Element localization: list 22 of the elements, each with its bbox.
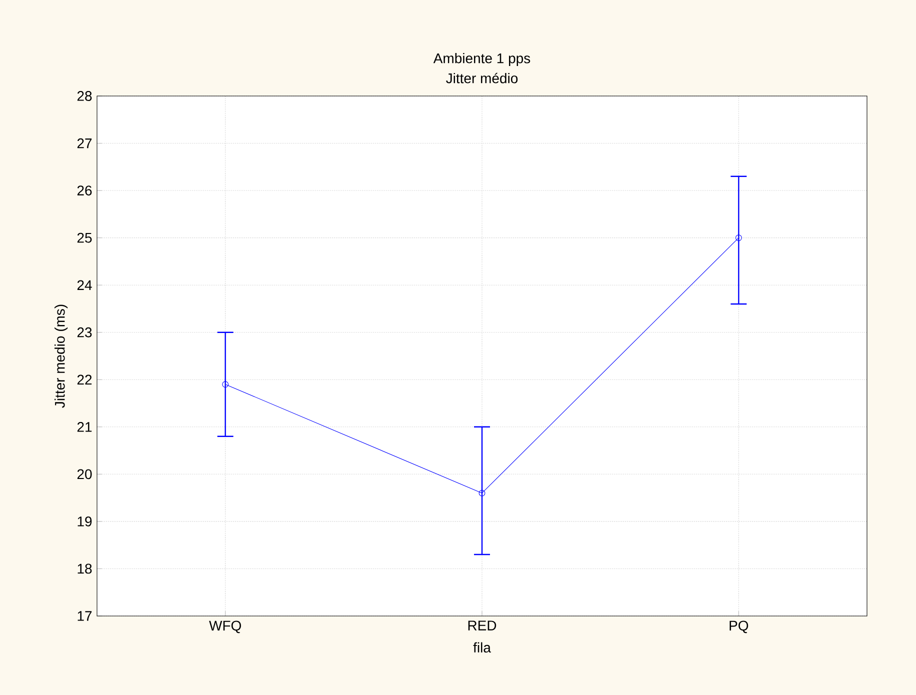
y-tick-label: 23 [77, 327, 92, 338]
chart-subtitle: Jitter médio [446, 72, 518, 84]
y-tick-label: 18 [78, 564, 92, 574]
y-tick-label: 21 [77, 422, 92, 432]
x-tick-label: WFQ [209, 620, 241, 634]
chart-title: Ambiente 1 pps [433, 53, 530, 66]
y-axis-title: Jitter medio (ms) [54, 304, 68, 408]
y-tick-label: 28 [77, 91, 92, 101]
x-tick-label: RED [468, 620, 496, 630]
point [735, 234, 742, 242]
y-tick-label: 26 [77, 186, 92, 196]
point [478, 490, 486, 496]
y-tick-label: 17 [78, 611, 92, 621]
y-tick-label: 19 [78, 516, 92, 526]
y-tick-label: 25 [77, 232, 92, 243]
x-axis-title: fila [473, 642, 491, 653]
y-tick-label: 24 [77, 280, 92, 290]
y-tick-label: 20 [77, 469, 92, 480]
point [222, 381, 229, 388]
y-tick-label: 22 [77, 374, 92, 385]
y-tick-label: 27 [77, 138, 92, 148]
x-tick-label: PQ [730, 620, 748, 634]
